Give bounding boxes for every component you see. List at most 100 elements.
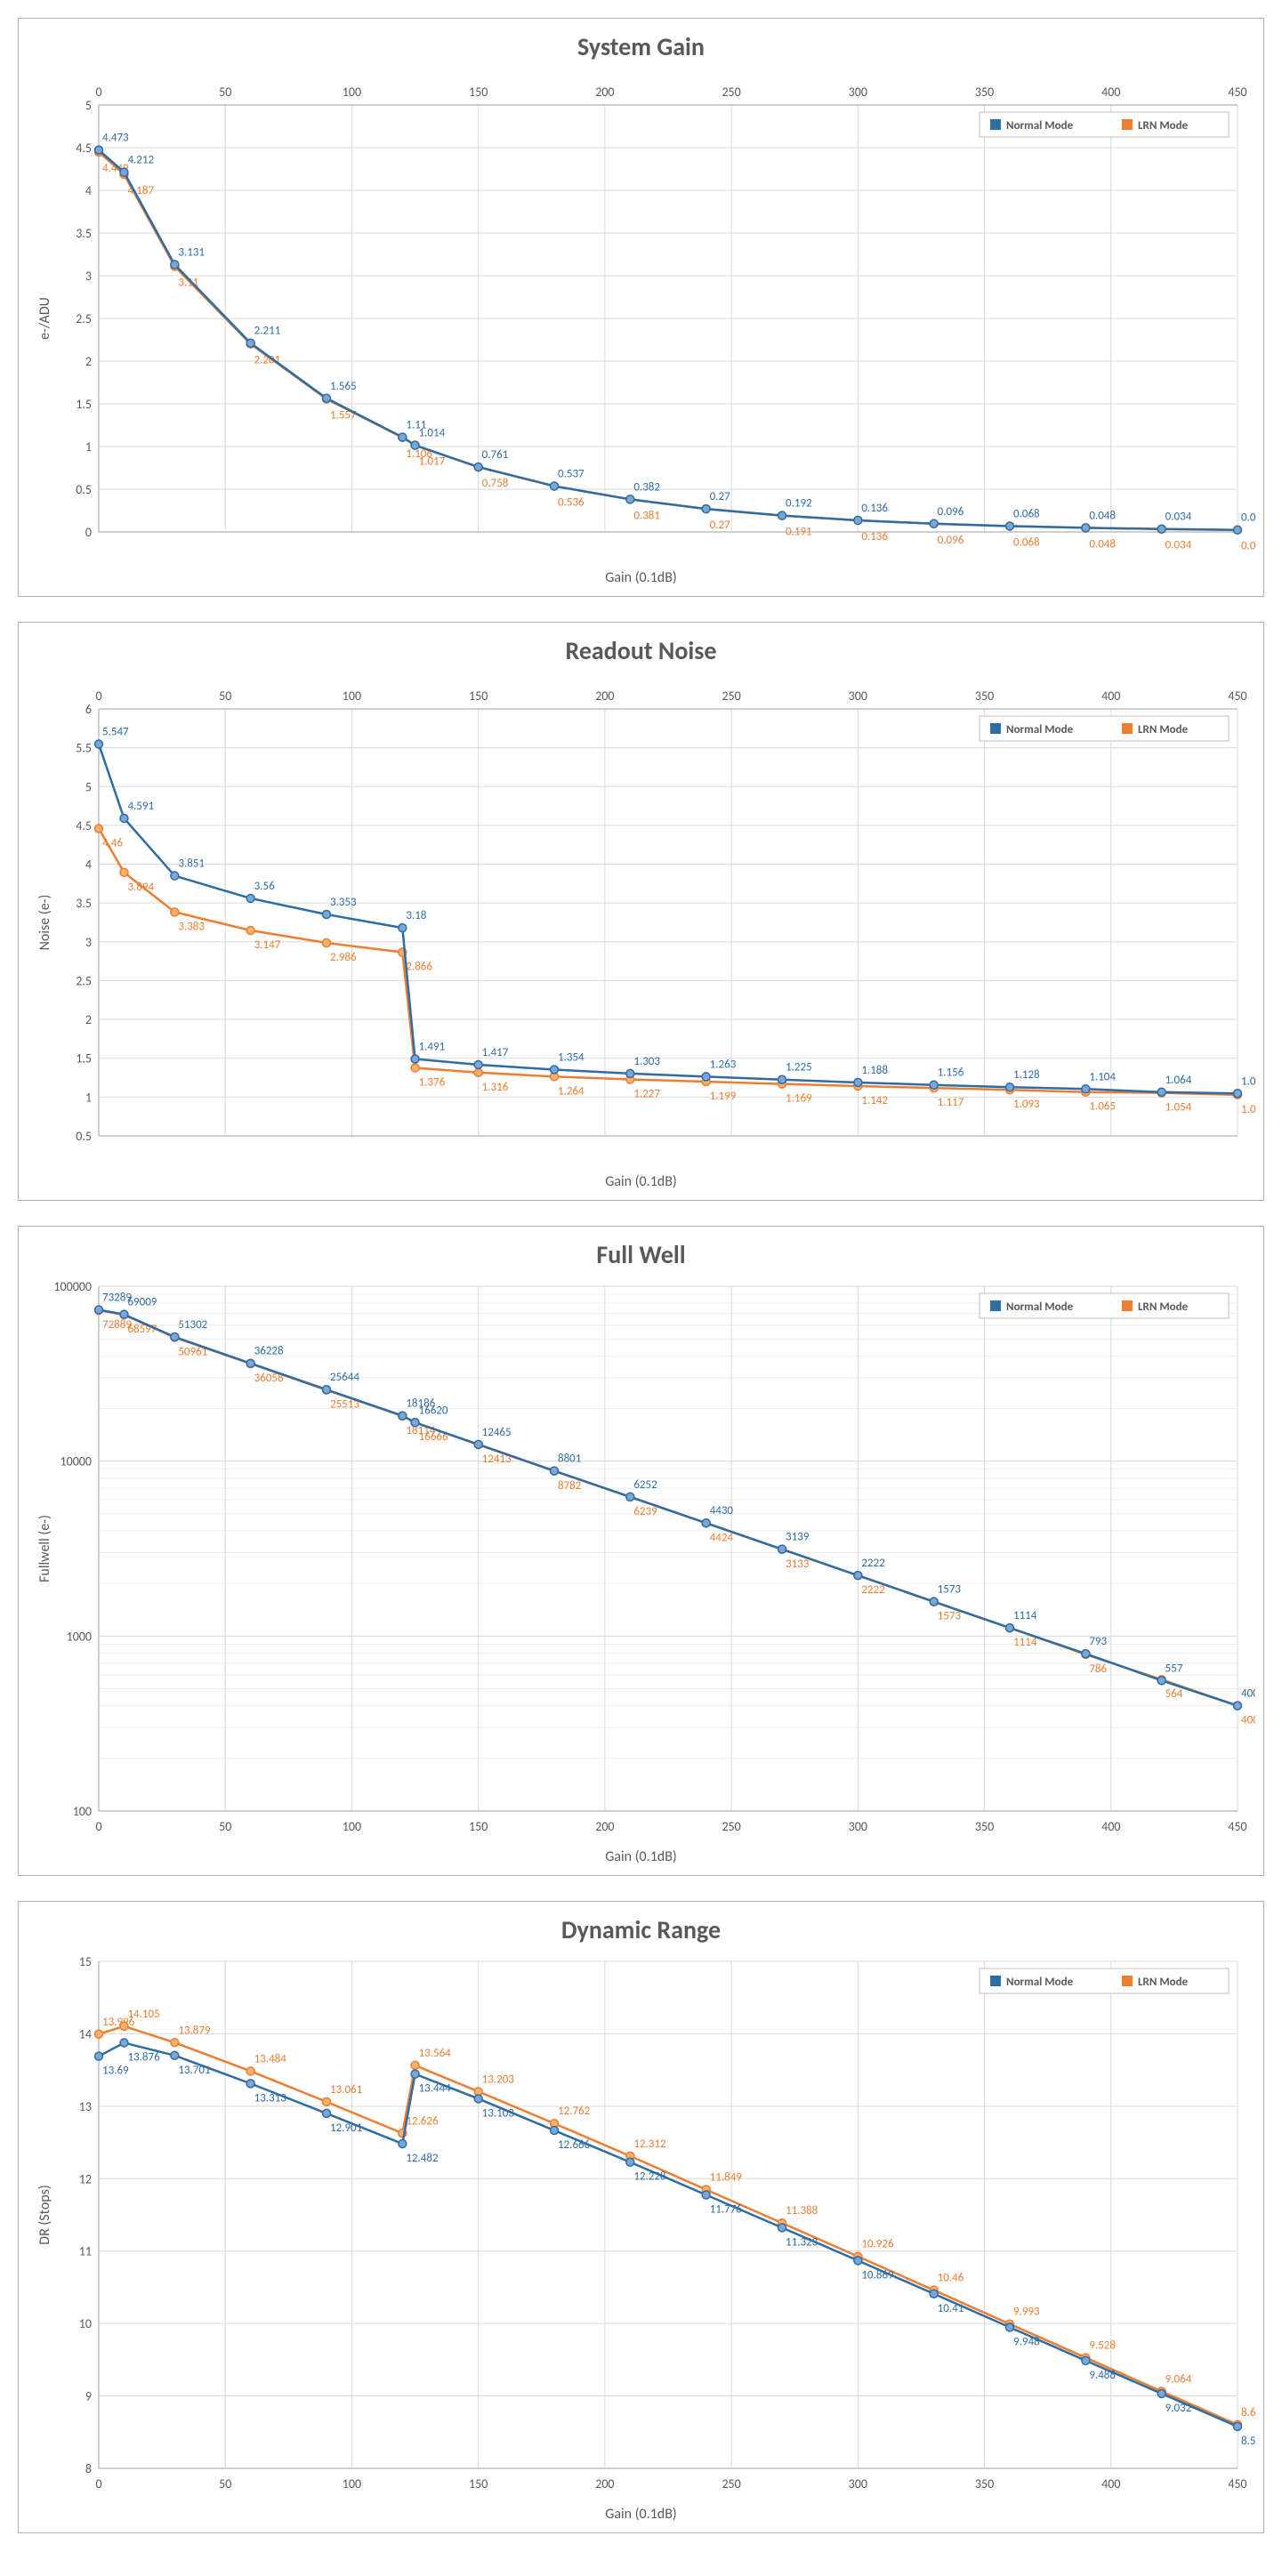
data-point xyxy=(399,924,407,932)
x-tick-label: 300 xyxy=(849,2476,867,2491)
data-point xyxy=(702,1519,710,1527)
data-label: 11.323 xyxy=(786,2235,818,2249)
legend-swatch-normal xyxy=(990,1976,1001,1986)
x-tick-label: 100 xyxy=(343,2476,361,2491)
data-label: 14.105 xyxy=(127,2008,159,2021)
data-point xyxy=(854,1078,862,1086)
data-point xyxy=(626,1493,634,1501)
data-label: 4430 xyxy=(710,1504,734,1517)
y-tick-label: 5.5 xyxy=(76,741,92,756)
y-tick-label: 4.5 xyxy=(76,141,92,156)
data-label: 0.024 xyxy=(1241,540,1255,553)
data-point xyxy=(246,339,254,347)
x-tick-label: 400 xyxy=(1101,688,1120,704)
data-label: 1.017 xyxy=(419,455,446,468)
data-point xyxy=(474,1440,482,1448)
legend: Normal ModeLRN Mode xyxy=(980,112,1229,137)
y-tick-label: 2 xyxy=(85,354,92,369)
data-point xyxy=(411,441,419,449)
data-label: 1.047 xyxy=(1241,1075,1255,1088)
data-label: 9.064 xyxy=(1165,2372,1192,2386)
data-point xyxy=(246,894,254,902)
y-tick-label: 11 xyxy=(79,2244,92,2259)
data-label: 0.096 xyxy=(938,534,964,547)
x-tick-label: 50 xyxy=(219,2476,231,2491)
data-label: 400 xyxy=(1241,1714,1255,1727)
legend-swatch-lrn xyxy=(1122,723,1133,734)
data-label: 0.536 xyxy=(558,496,585,510)
data-label: 13.876 xyxy=(127,2051,160,2065)
y-tick-label: 3 xyxy=(85,935,92,950)
y-tick-label: 10000 xyxy=(60,1454,92,1469)
x-tick-label: 250 xyxy=(722,85,740,100)
data-point xyxy=(246,2080,254,2088)
x-tick-label: 250 xyxy=(722,1819,740,1834)
data-point xyxy=(120,2022,128,2030)
data-label: 11.388 xyxy=(786,2204,818,2218)
y-tick-label: 1.5 xyxy=(76,397,92,412)
y-tick-label: 2 xyxy=(85,1012,92,1027)
data-point xyxy=(323,2109,331,2117)
data-point xyxy=(95,2052,103,2060)
data-point xyxy=(411,2061,419,2069)
data-label: 36228 xyxy=(254,1345,284,1358)
legend-label-lrn: LRN Mode xyxy=(1138,723,1189,737)
y-tick-label: 6 xyxy=(85,702,92,717)
y-tick-label: 100 xyxy=(73,1804,92,1819)
data-point xyxy=(930,2290,938,2298)
data-label: 0.537 xyxy=(558,467,585,480)
data-point xyxy=(120,814,128,822)
data-point xyxy=(120,868,128,876)
data-point xyxy=(778,2224,786,2232)
y-tick-label: 5 xyxy=(85,98,92,113)
data-label: 400 xyxy=(1241,1687,1255,1701)
data-label: 3139 xyxy=(786,1531,810,1544)
data-point xyxy=(854,516,862,524)
data-point xyxy=(1234,526,1242,534)
x-tick-label: 150 xyxy=(469,688,488,704)
y-tick-label: 1 xyxy=(85,439,92,455)
data-label: 11.849 xyxy=(710,2171,743,2185)
data-label: 2.211 xyxy=(254,325,281,338)
x-tick-label: 350 xyxy=(975,85,994,100)
data-point xyxy=(411,2070,419,2078)
y-tick-label: 0.5 xyxy=(76,1129,92,1144)
data-label: 557 xyxy=(1165,1662,1183,1675)
data-label: 0.048 xyxy=(1089,509,1116,522)
data-label: 51302 xyxy=(178,1318,207,1332)
y-tick-label: 0 xyxy=(85,525,92,540)
legend-label-normal: Normal Mode xyxy=(1006,723,1074,737)
data-point xyxy=(411,1055,419,1063)
x-tick-label: 150 xyxy=(469,85,488,100)
x-tick-label: 450 xyxy=(1228,2476,1246,2491)
data-label: 9.032 xyxy=(1165,2402,1192,2415)
data-point xyxy=(323,939,331,947)
x-tick-label: 200 xyxy=(595,1819,614,1834)
data-label: 6252 xyxy=(633,1478,657,1492)
y-tick-label: 13 xyxy=(79,2099,92,2114)
x-tick-label: 0 xyxy=(95,2476,101,2491)
data-point xyxy=(1006,2323,1014,2331)
legend-label-lrn: LRN Mode xyxy=(1138,1976,1189,1989)
data-label: 1.376 xyxy=(419,1076,446,1090)
data-point xyxy=(95,740,103,748)
data-label: 0.758 xyxy=(482,477,509,490)
data-point xyxy=(474,2095,482,2103)
data-point xyxy=(778,1545,786,1553)
data-label: 11.776 xyxy=(710,2203,743,2217)
data-label: 13.701 xyxy=(178,2064,210,2077)
x-tick-label: 450 xyxy=(1228,1819,1246,1834)
data-label: 1.199 xyxy=(710,1090,737,1103)
y-tick-label: 15 xyxy=(79,1954,92,1969)
data-point xyxy=(551,1467,559,1475)
y-tick-label: 3.5 xyxy=(76,896,92,911)
data-label: 9.993 xyxy=(1013,2306,1040,2319)
data-label: 6239 xyxy=(633,1505,657,1518)
data-point xyxy=(323,911,331,919)
data-label: 8782 xyxy=(558,1479,582,1493)
data-point xyxy=(1234,2422,1242,2430)
data-label: 1.491 xyxy=(419,1041,446,1054)
data-point xyxy=(95,2030,103,2038)
legend-swatch-normal xyxy=(990,1300,1001,1311)
x-axis: 050100150200250300350400450 xyxy=(95,688,1246,704)
